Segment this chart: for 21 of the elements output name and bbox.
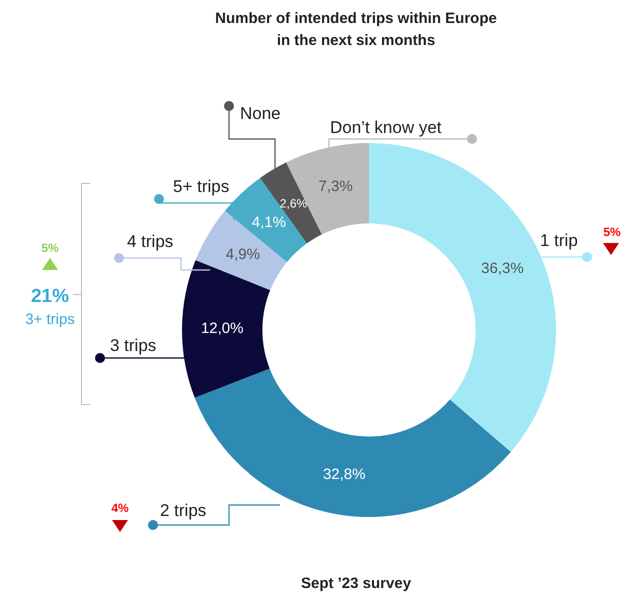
slice-label: 5+ trips — [173, 177, 230, 196]
data-label: 4,1% — [252, 214, 286, 231]
slice-label: 4 trips — [127, 232, 174, 251]
data-label: 36,3% — [481, 260, 524, 277]
data-label: 4,9% — [226, 246, 260, 264]
data-label: 12,0% — [200, 320, 244, 338]
text: Sept ’23 survey — [300, 575, 412, 592]
slice-label: None — [240, 104, 281, 123]
data-label: 2,6% — [280, 196, 308, 210]
slice-label: 1 trip — [540, 231, 578, 250]
text: 5% — [603, 225, 621, 239]
slice-label: 3 trips — [110, 336, 156, 355]
text: 21% — [30, 286, 70, 307]
text: 5% — [41, 241, 59, 255]
slice-label: 2 trips — [160, 501, 206, 520]
data-label: 32,8% — [322, 466, 366, 483]
text: 4% — [111, 501, 129, 515]
data-label: 7,3% — [318, 178, 353, 196]
chart-title: Number of intended trips within Europe in the next six months — [214, 9, 498, 51]
legend-label: Don’t know yet — [330, 118, 442, 137]
text: 3+ trips — [25, 311, 75, 328]
